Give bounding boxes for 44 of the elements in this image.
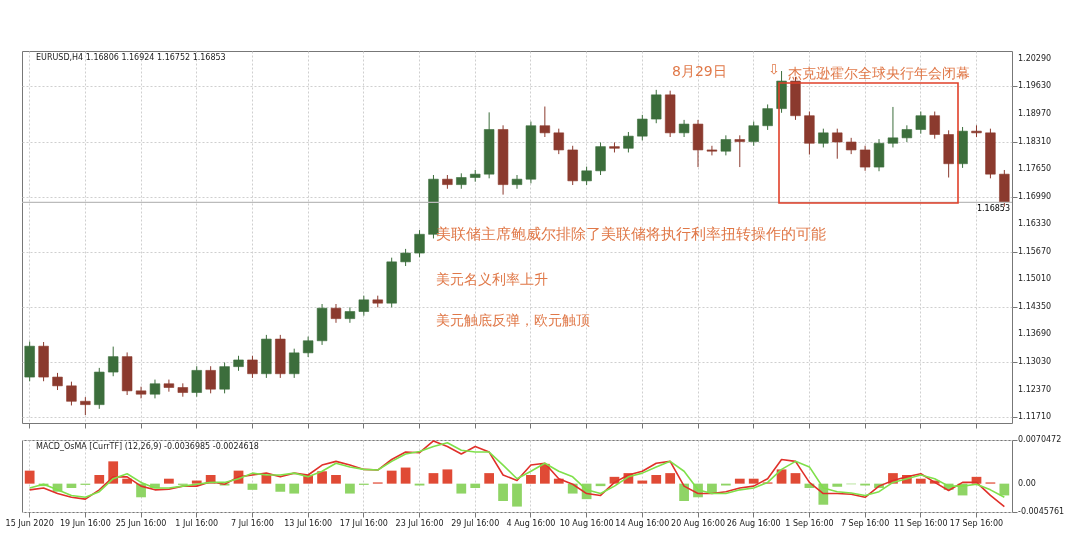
y-tick-label: 1.17650 [1018, 164, 1052, 174]
y-tick-label: 1.16990 [1018, 191, 1052, 201]
annotation: 杰克逊霍尔全球央行年会闭幕 [788, 65, 970, 81]
chart-title: MACD_OsMA [CurrTF] (12,26,9) -0.0036985 -0.0024618 [36, 442, 259, 451]
annotation: ⇩ [768, 61, 780, 77]
y-tick-label: 1.15010 [1018, 274, 1052, 284]
annotation: 8月29日 [672, 63, 727, 79]
x-tick-label: 19 Jun 16:00 [59, 518, 111, 528]
ref-line-label: 1.16853 [976, 204, 1010, 214]
annotation: 美元触底反弹，欧元触顶 [436, 312, 590, 328]
x-tick-label: 7 Sep 16:00 [840, 518, 890, 528]
x-tick-label: 1 Jul 16:00 [175, 518, 219, 528]
y-tick-label: 1.18310 [1018, 136, 1052, 146]
x-tick-label: 17 Sep 16:00 [949, 518, 1004, 528]
x-tick-label: 17 Jul 16:00 [339, 518, 388, 528]
y-tick-label: 1.13030 [1018, 357, 1052, 367]
y-tick-label: 1.19630 [1018, 81, 1052, 91]
x-tick-label: 23 Jul 16:00 [395, 518, 444, 528]
x-tick-label: 10 Aug 16:00 [559, 518, 614, 528]
y-tick-label: 1.20290 [1018, 53, 1052, 63]
x-tick-label: 1 Sep 16:00 [785, 518, 834, 528]
y-tick-label: 1.12370 [1018, 384, 1052, 394]
y-tick-label: 0.0070472 [1018, 435, 1062, 444]
y-tick-label: 1.15670 [1018, 246, 1052, 256]
annotation: 美元名义利率上升 [436, 271, 548, 287]
x-tick-label: 7 Jul 16:00 [231, 518, 274, 528]
y-tick-label: 1.11710 [1018, 412, 1052, 422]
y-tick-label: 1.16330 [1018, 219, 1052, 229]
x-tick-label: 20 Aug 16:00 [671, 518, 725, 528]
x-tick-label: 4 Aug 16:00 [506, 518, 556, 528]
x-tick-label: 29 Jul 16:00 [451, 518, 500, 528]
y-tick-label: 0.00 [1018, 478, 1036, 488]
chart-title: EURUSD,H4 1.16806 1.16924 1.16752 1.16853 [36, 53, 226, 62]
x-tick-label: 25 Jun 16:00 [115, 518, 167, 528]
x-tick-label: 15 Jun 2020 [5, 518, 54, 528]
x-tick-label: 26 Aug 16:00 [726, 518, 781, 528]
y-tick-label: -0.0045761 [1018, 507, 1065, 516]
annotation: 美联储主席鲍威尔排除了美联储将执行利率扭转操作的可能 [436, 225, 826, 243]
y-tick-label: 1.13690 [1018, 329, 1052, 339]
y-tick-label: 1.18970 [1018, 109, 1052, 119]
x-tick-label: 11 Sep 16:00 [894, 518, 948, 528]
y-tick-label: 1.14350 [1018, 301, 1052, 311]
x-tick-label: 14 Aug 16:00 [615, 518, 670, 528]
x-tick-label: 13 Jul 16:00 [284, 518, 333, 528]
